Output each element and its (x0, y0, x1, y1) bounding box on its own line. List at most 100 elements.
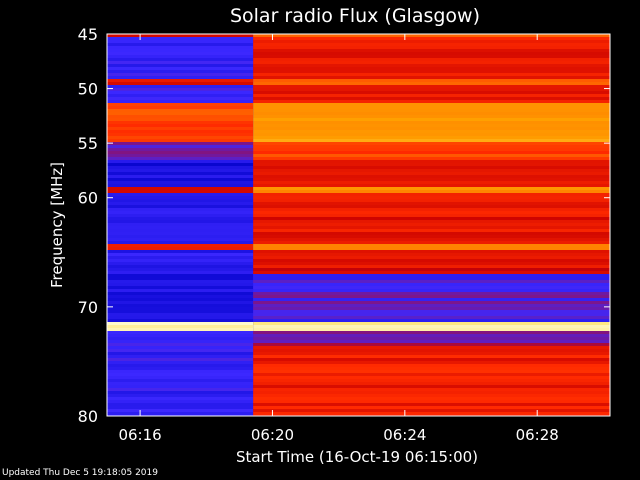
heatmap-cell (253, 136, 610, 139)
heatmap-cell (107, 310, 254, 313)
heatmap-cell (253, 196, 610, 199)
heatmap-cell (107, 271, 254, 274)
heatmap-cell (253, 382, 610, 385)
heatmap-cell (107, 388, 254, 391)
heatmap-cell (107, 127, 254, 130)
heatmap-cell (253, 352, 610, 355)
heatmap-cell (253, 298, 610, 301)
heatmap-cell (253, 166, 610, 169)
heatmap-cell (107, 61, 254, 64)
heatmap-cell (107, 232, 254, 235)
heatmap-cell (253, 283, 610, 286)
heatmap-cell (107, 97, 254, 100)
heatmap-cell (253, 67, 610, 70)
heatmap-cell (107, 337, 254, 340)
heatmap-cell (253, 412, 610, 415)
heatmap-cell (107, 340, 254, 343)
heatmap-cell (107, 283, 254, 286)
y-axis: 45 50 55 60 70 80 (78, 25, 610, 426)
heatmap-cell (107, 370, 254, 373)
heatmap-cell (107, 181, 254, 184)
heatmap-cell (107, 286, 254, 289)
heatmap-cell (107, 304, 254, 307)
heatmap-cell (107, 214, 254, 217)
heatmap-cell (107, 289, 254, 292)
heatmap-cell (253, 259, 610, 262)
update-timestamp: Updated Thu Dec 5 19:18:05 2019 (2, 468, 158, 478)
heatmap-cell (253, 232, 610, 235)
heatmap-cell (253, 34, 610, 37)
heatmap-cell (107, 265, 254, 268)
heatmap-cell (107, 154, 254, 157)
y-tick-label: 60 (78, 189, 98, 208)
heatmap-cell (253, 130, 610, 133)
heatmap-cell (107, 328, 254, 331)
heatmap-cell (107, 385, 254, 388)
heatmap-cell (107, 91, 254, 94)
heatmap-cell (107, 391, 254, 394)
heatmap-cell (253, 325, 610, 328)
x-tick-label: 06:20 (251, 426, 294, 444)
heatmap-cell (253, 310, 610, 313)
heatmap-cell (253, 262, 610, 265)
heatmap-cell (253, 91, 610, 94)
heatmap-cell (253, 94, 610, 97)
heatmap-cell (107, 58, 254, 61)
heatmap-cell (253, 355, 610, 358)
heatmap-cell (107, 262, 254, 265)
heatmap-cell (107, 202, 254, 205)
heatmap-cell (253, 256, 610, 259)
heatmap-cell (107, 241, 254, 244)
heatmap-cell (253, 313, 610, 316)
x-axis-label: Start Time (16-Oct-19 06:15:00) (236, 448, 478, 466)
heatmap-cell (107, 121, 254, 124)
heatmap-cell (107, 40, 254, 43)
heatmap-cell (253, 172, 610, 175)
heatmap-cell (107, 346, 254, 349)
heatmap-cell (253, 265, 610, 268)
heatmap-cell (107, 178, 254, 181)
heatmap-cell (107, 37, 254, 40)
y-axis-label: Frequency [MHz] (48, 162, 66, 288)
heatmap-cell (253, 322, 610, 325)
heatmap-cell (253, 280, 610, 283)
heatmap-cell (107, 238, 254, 241)
heatmap-cell (107, 358, 254, 361)
heatmap-cell (253, 61, 610, 64)
heatmap-cell (253, 49, 610, 52)
heatmap-cell (107, 319, 254, 322)
heatmap-cell (107, 247, 254, 250)
heatmap-cell (107, 142, 254, 145)
heatmap-cell (107, 400, 254, 403)
heatmap-cell (107, 355, 254, 358)
heatmap-cell (253, 244, 610, 247)
heatmap-cell (253, 55, 610, 58)
heatmap-cell (107, 73, 254, 76)
heatmap-cell (253, 73, 610, 76)
heatmap-cell (253, 403, 610, 406)
heatmap-cell (107, 148, 254, 151)
heatmap-cell (253, 184, 610, 187)
heatmap-cell (253, 304, 610, 307)
heatmap-cell (107, 403, 254, 406)
heatmap-cell (107, 190, 254, 193)
heatmap-cell (253, 247, 610, 250)
heatmap-cell (107, 235, 254, 238)
heatmap-cell (253, 175, 610, 178)
heatmap-cell (253, 358, 610, 361)
heatmap-cell (253, 121, 610, 124)
heatmap-cell (107, 250, 254, 253)
heatmap-cell (253, 163, 610, 166)
heatmap-cell (253, 82, 610, 85)
heatmap-cell (107, 382, 254, 385)
heatmap-cell (107, 163, 254, 166)
heatmap-cell (107, 364, 254, 367)
heatmap-cell (107, 274, 254, 277)
heatmap-cell (107, 175, 254, 178)
heatmap-cell (253, 388, 610, 391)
heatmap-cell (253, 52, 610, 55)
heatmap-cell (253, 397, 610, 400)
y-tick-label: 80 (78, 407, 98, 426)
heatmap-cell (253, 253, 610, 256)
heatmap-cell (107, 100, 254, 103)
